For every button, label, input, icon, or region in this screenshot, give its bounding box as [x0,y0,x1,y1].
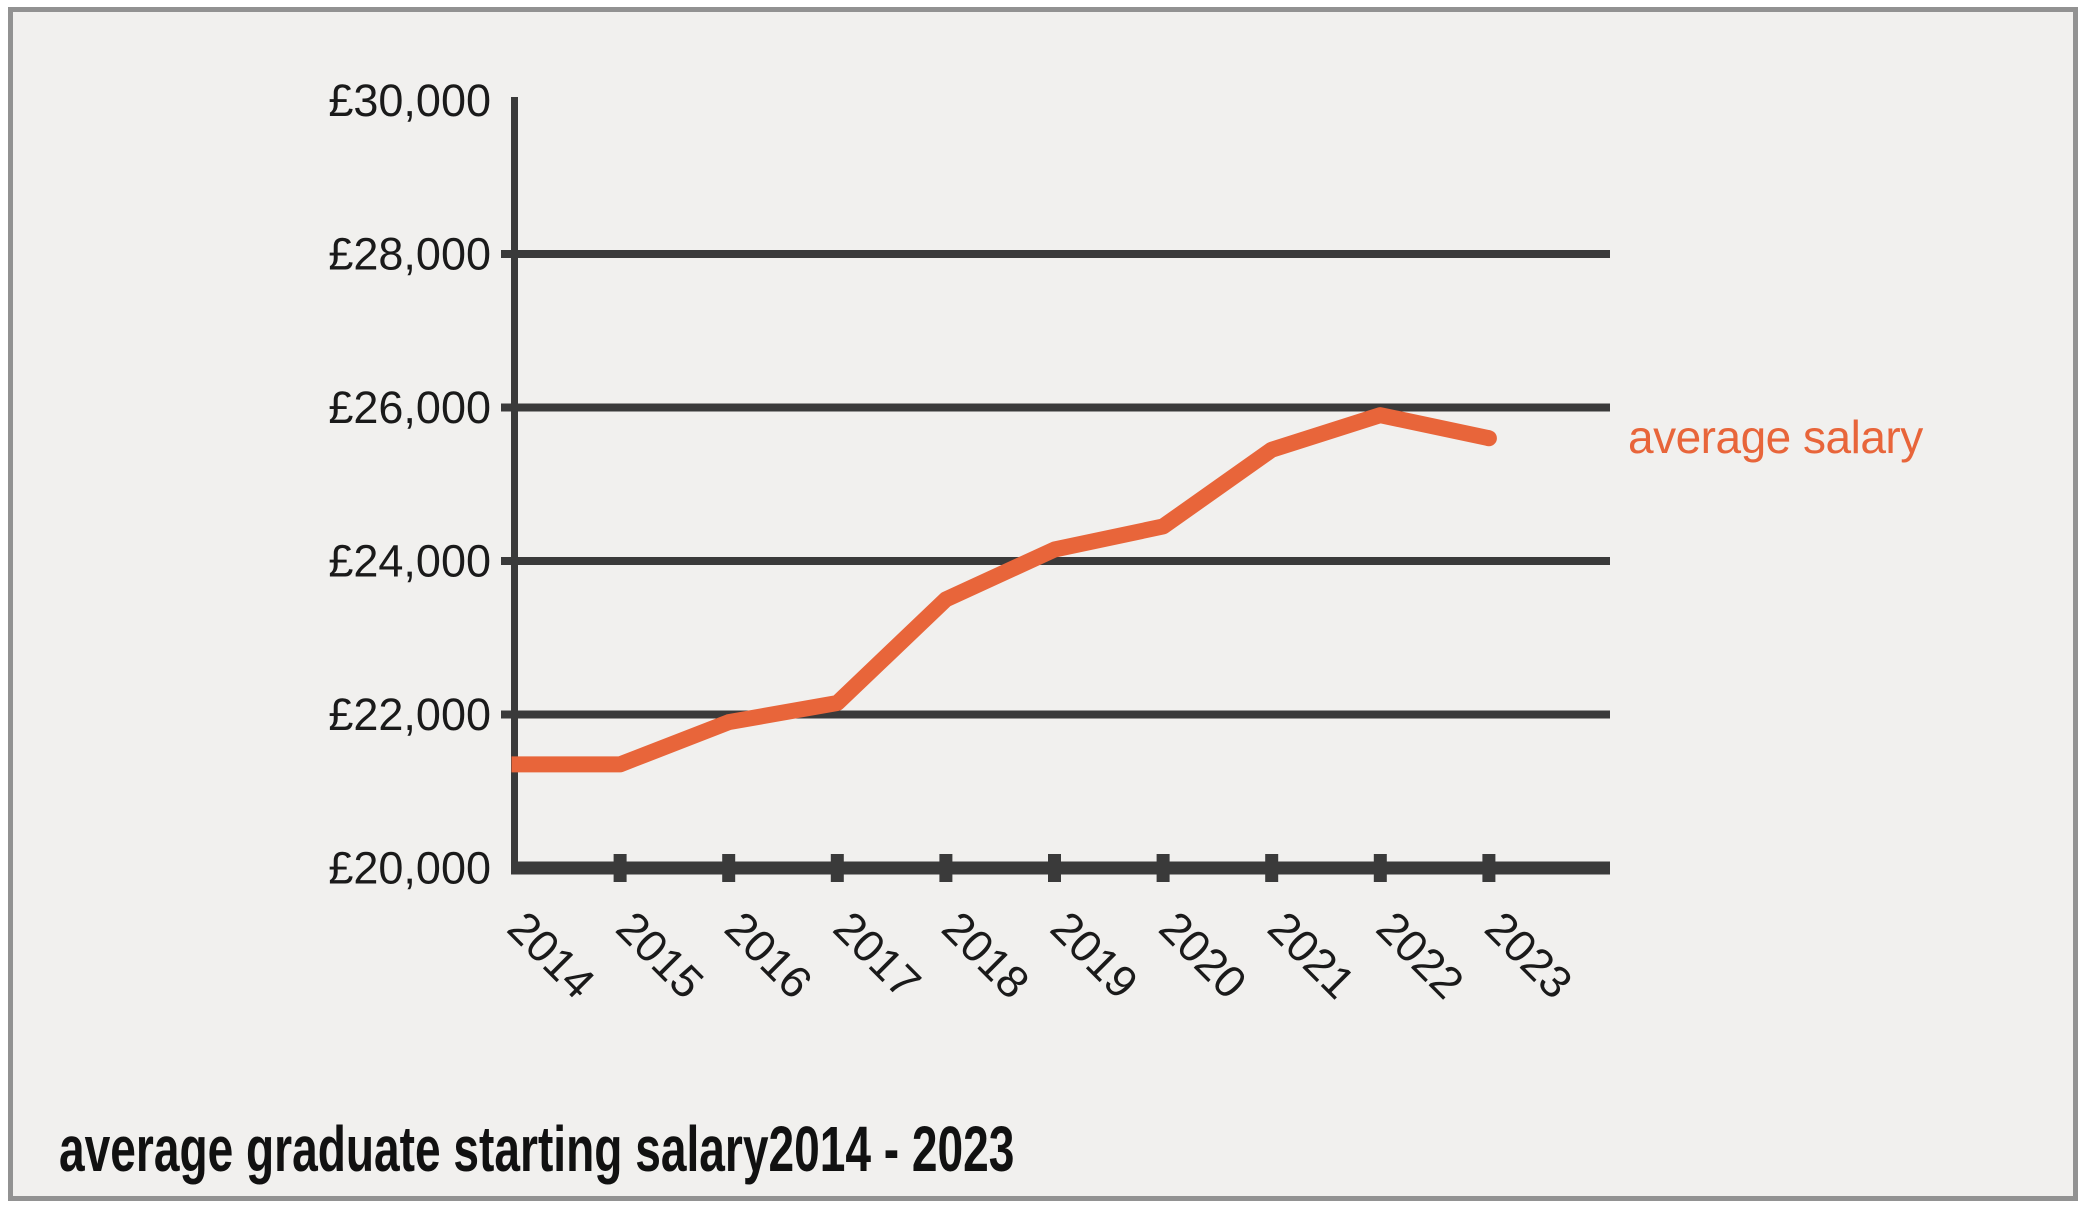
x-tick-label-2015: 2015 [607,902,714,1009]
y-tick-label: £30,000 [328,75,491,126]
x-tick-label-2018: 2018 [932,902,1039,1009]
series-legend-label: average salary [1628,411,1923,463]
salary-line-chart: £20,000 £22,000 £24,000 £26,000 £28,000 £30,0… [328,75,1610,1009]
y-tick-label: £26,000 [328,382,491,433]
x-tick-label-2017: 2017 [824,902,931,1009]
chart-frame: £20,000 £22,000 £24,000 £26,000 £28,000 £30,0… [8,7,2078,1201]
x-tick-label-2020: 2020 [1150,902,1257,1009]
x-tick-label-2021: 2021 [1258,902,1365,1009]
chart-title: average graduate starting salary2014 - 2… [59,1113,1015,1185]
line-end-cap [1480,430,1497,447]
y-tick-label: £24,000 [328,536,491,587]
y-tick-label: £20,000 [328,843,491,894]
average-salary-line [511,407,1491,773]
x-tick-label-2014: 2014 [498,902,605,1009]
x-tick-label-2022: 2022 [1367,902,1474,1009]
y-tick-label: £28,000 [328,229,491,280]
y-tick-label: £22,000 [328,689,491,740]
x-tick-label-2019: 2019 [1041,902,1148,1009]
x-tick-label-2016: 2016 [715,902,822,1009]
x-tick-label-2023: 2023 [1475,902,1582,1009]
